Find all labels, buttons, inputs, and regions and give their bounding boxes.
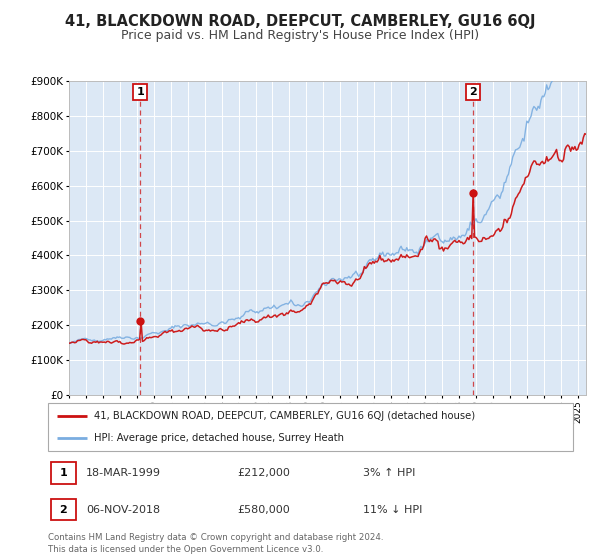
Text: 1: 1	[137, 87, 144, 97]
Text: 18-MAR-1999: 18-MAR-1999	[86, 468, 161, 478]
Text: Price paid vs. HM Land Registry's House Price Index (HPI): Price paid vs. HM Land Registry's House …	[121, 29, 479, 42]
Text: 1: 1	[59, 468, 67, 478]
Text: 11% ↓ HPI: 11% ↓ HPI	[363, 505, 422, 515]
Text: 41, BLACKDOWN ROAD, DEEPCUT, CAMBERLEY, GU16 6QJ (detached house): 41, BLACKDOWN ROAD, DEEPCUT, CAMBERLEY, …	[94, 411, 475, 421]
Text: 3% ↑ HPI: 3% ↑ HPI	[363, 468, 415, 478]
Text: £212,000: £212,000	[237, 468, 290, 478]
Text: Contains HM Land Registry data © Crown copyright and database right 2024.
This d: Contains HM Land Registry data © Crown c…	[48, 533, 383, 554]
Text: 06-NOV-2018: 06-NOV-2018	[86, 505, 160, 515]
Text: £580,000: £580,000	[237, 505, 290, 515]
Text: 2: 2	[59, 505, 67, 515]
Text: 41, BLACKDOWN ROAD, DEEPCUT, CAMBERLEY, GU16 6QJ: 41, BLACKDOWN ROAD, DEEPCUT, CAMBERLEY, …	[65, 14, 535, 29]
Text: 2: 2	[470, 87, 478, 97]
Text: HPI: Average price, detached house, Surrey Heath: HPI: Average price, detached house, Surr…	[94, 433, 344, 443]
FancyBboxPatch shape	[50, 498, 76, 520]
FancyBboxPatch shape	[50, 462, 76, 484]
FancyBboxPatch shape	[48, 403, 573, 451]
